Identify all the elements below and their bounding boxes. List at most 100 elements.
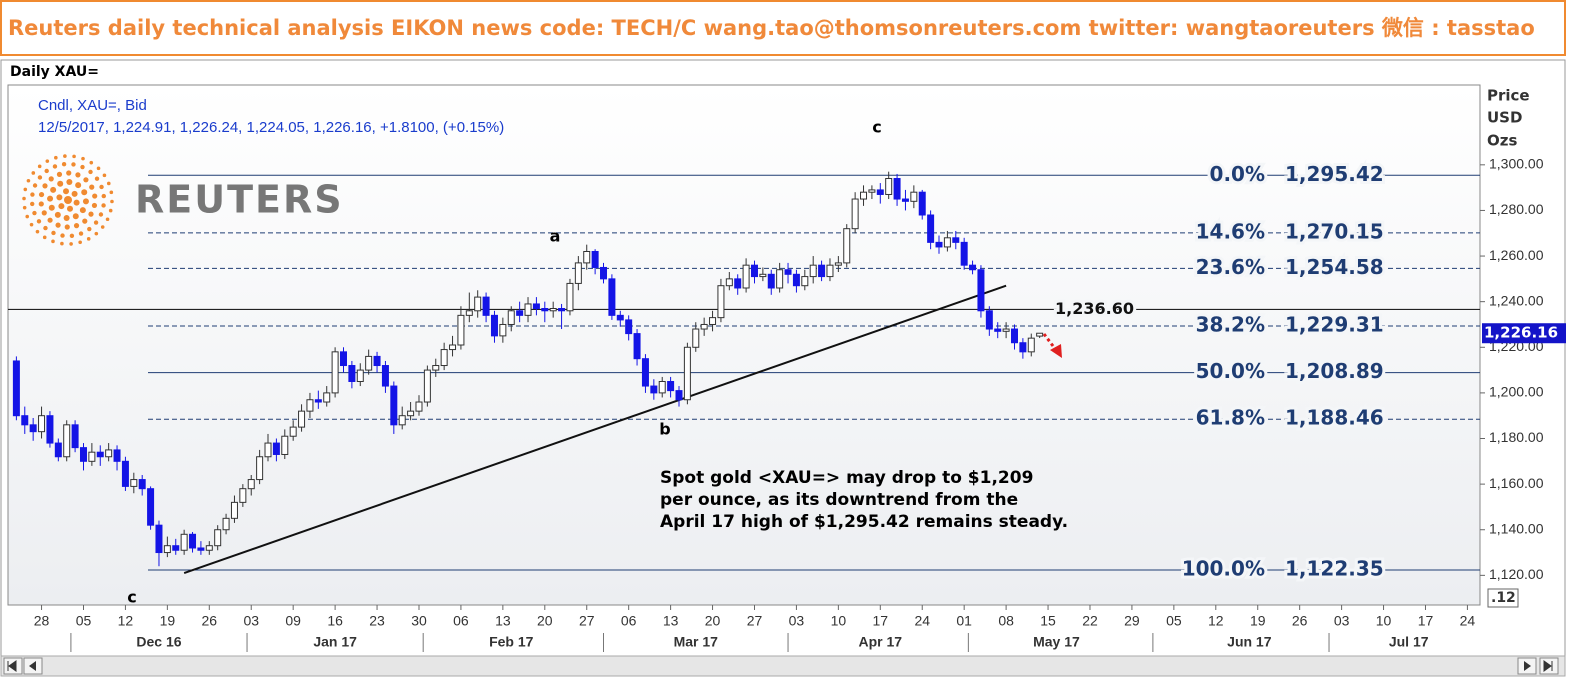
logo-dot bbox=[29, 222, 34, 227]
logo-dot bbox=[102, 173, 107, 178]
candle-body bbox=[465, 310, 473, 316]
y-tick-label: 1,120.00 bbox=[1489, 566, 1544, 582]
candle-body bbox=[1036, 332, 1044, 337]
logo-dot bbox=[30, 192, 35, 197]
scroll-left[interactable] bbox=[3, 657, 43, 675]
logo-dot bbox=[83, 177, 89, 183]
x-tick-label: 24 bbox=[1460, 613, 1476, 629]
fib-value: 1,254.58 bbox=[1285, 255, 1384, 279]
logo-dot bbox=[51, 239, 55, 244]
fib-ratio: 23.6% bbox=[1196, 255, 1265, 279]
logo-dot bbox=[78, 240, 82, 245]
x-tick-label: 09 bbox=[285, 613, 301, 629]
candle-body bbox=[331, 351, 339, 394]
logo-dot bbox=[91, 202, 98, 209]
candle-body bbox=[63, 424, 71, 458]
x-tick-label: 16 bbox=[327, 613, 343, 629]
logo-dot bbox=[38, 201, 44, 207]
candle-body bbox=[935, 241, 943, 248]
candle-body bbox=[801, 276, 809, 287]
candle-body bbox=[952, 237, 960, 243]
logo-dot bbox=[42, 183, 48, 189]
candle-body bbox=[247, 479, 255, 490]
logo-dot bbox=[56, 171, 63, 177]
logo-dot bbox=[47, 195, 54, 202]
candle-body bbox=[398, 415, 406, 426]
fib-value: 1,188.46 bbox=[1285, 406, 1384, 430]
candle-body bbox=[214, 529, 222, 547]
y-tick-label: 1,280.00 bbox=[1489, 201, 1544, 217]
logo-dot bbox=[25, 214, 30, 219]
candle-body bbox=[784, 269, 792, 275]
candle-body bbox=[222, 517, 230, 531]
candle-body bbox=[717, 285, 725, 319]
candle-body bbox=[29, 424, 37, 433]
candle-body bbox=[381, 365, 389, 387]
wave-label: c bbox=[127, 588, 136, 607]
last-price-label: 1,226.16 bbox=[1484, 324, 1558, 342]
candle-body bbox=[155, 524, 163, 554]
candle-body bbox=[549, 308, 557, 312]
candle-body bbox=[365, 355, 373, 371]
candle-body bbox=[38, 415, 46, 433]
x-tick-label: 26 bbox=[1292, 613, 1308, 629]
logo-dot bbox=[60, 233, 65, 238]
logo-dot bbox=[72, 213, 79, 220]
logo-dot bbox=[75, 172, 81, 178]
logo-dot bbox=[82, 198, 89, 205]
x-tick-label: 10 bbox=[1376, 613, 1392, 629]
x-tick-label: 05 bbox=[1166, 613, 1182, 629]
logo-dot bbox=[100, 225, 105, 229]
candle-body bbox=[826, 264, 834, 278]
candle-body bbox=[532, 303, 540, 310]
logo-dot bbox=[63, 188, 70, 195]
candle-body bbox=[943, 237, 951, 248]
logo-dot bbox=[66, 170, 72, 176]
fib-ratio: 38.2% bbox=[1196, 313, 1265, 337]
candle-body bbox=[281, 435, 289, 455]
logo-dot bbox=[88, 169, 93, 175]
header-text: Reuters daily technical analysis EIKON n… bbox=[8, 16, 1535, 40]
logo-dot bbox=[22, 196, 26, 201]
candle-body bbox=[339, 351, 347, 367]
logo-dot bbox=[45, 159, 50, 163]
x-month-label: Dec 16 bbox=[136, 634, 181, 650]
logo-dot bbox=[42, 235, 47, 240]
logo-dot bbox=[92, 193, 98, 199]
x-tick-label: 26 bbox=[202, 613, 218, 629]
logo-dot bbox=[87, 226, 92, 232]
candle-body bbox=[230, 501, 238, 519]
fib-ratio: 0.0% bbox=[1210, 162, 1265, 186]
candle-body bbox=[885, 178, 893, 195]
candle-body bbox=[323, 392, 331, 403]
logo-dot bbox=[37, 164, 42, 169]
fib-value: 1,295.42 bbox=[1285, 162, 1384, 186]
fib-value: 1,270.15 bbox=[1285, 219, 1384, 243]
resistance-label: 1,236.60 bbox=[1055, 299, 1134, 318]
x-tick-label: 19 bbox=[160, 613, 176, 629]
trendline bbox=[183, 284, 1007, 575]
logo-dot bbox=[37, 175, 43, 180]
y-tick-label: 1,240.00 bbox=[1489, 292, 1544, 308]
logo-dot bbox=[31, 171, 36, 175]
candle-body bbox=[750, 264, 758, 278]
logo-dot bbox=[36, 219, 42, 224]
candle-body bbox=[407, 410, 415, 417]
candle-body bbox=[423, 369, 431, 403]
scroll-right[interactable] bbox=[1517, 657, 1559, 675]
wave-label: c bbox=[872, 118, 881, 137]
candle-body bbox=[583, 250, 591, 264]
candle-body bbox=[163, 545, 171, 554]
x-tick-label: 13 bbox=[663, 613, 679, 629]
logo-dot bbox=[55, 222, 61, 228]
candle-body bbox=[130, 479, 138, 487]
logo-dot bbox=[72, 154, 76, 159]
logo-dot bbox=[73, 223, 80, 229]
candle-body bbox=[985, 310, 993, 330]
fib-ratio: 100.0% bbox=[1182, 556, 1265, 580]
logo-dot bbox=[89, 184, 95, 190]
logo-dot bbox=[35, 229, 40, 234]
logo-dot bbox=[96, 166, 101, 171]
x-tick-label: 06 bbox=[621, 613, 637, 629]
candle-body bbox=[516, 310, 524, 316]
